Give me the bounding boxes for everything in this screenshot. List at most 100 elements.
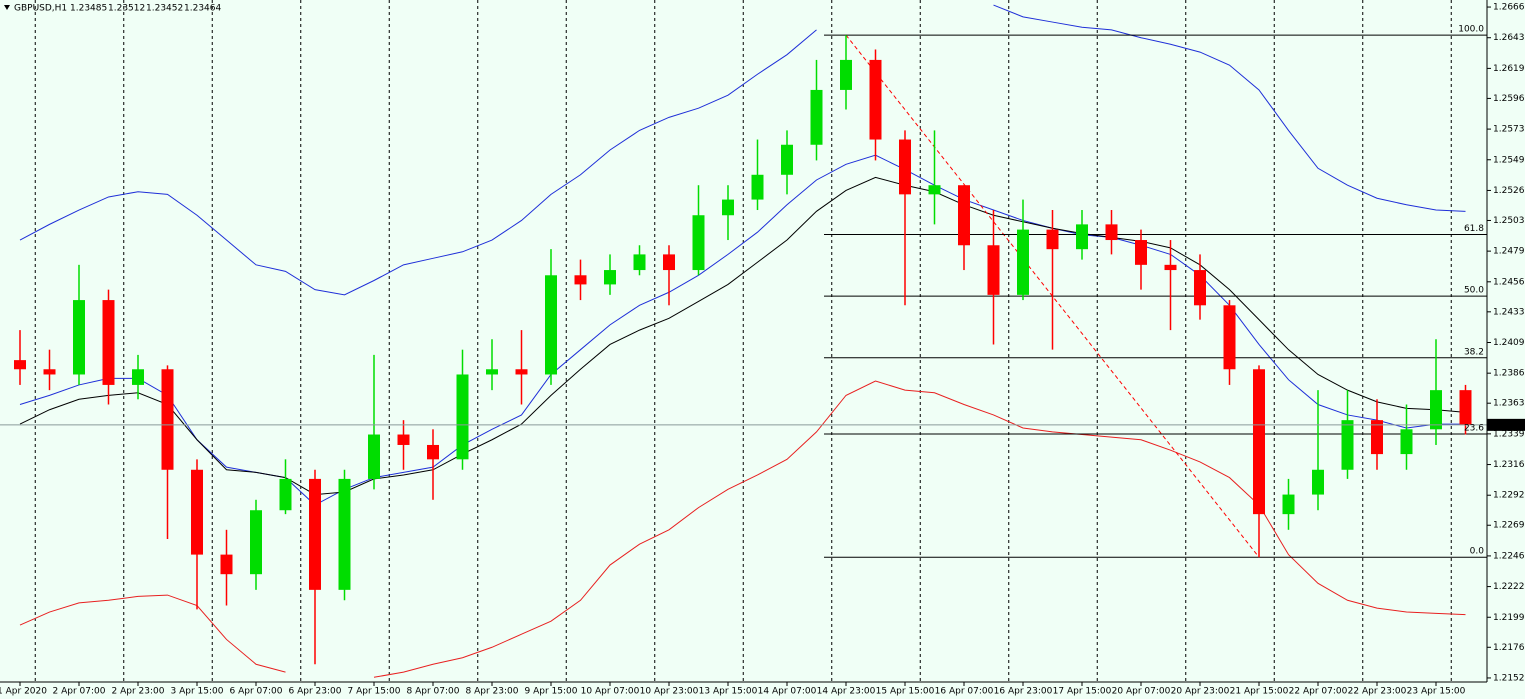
- candle-body: [574, 275, 587, 285]
- x-tick-label: 14 Apr 23:00: [817, 687, 876, 697]
- x-tick-label: 6 Apr 23:00: [289, 687, 342, 697]
- x-tick-label: 1 Apr 2020: [0, 687, 47, 697]
- y-tick-label: 1.25965: [1493, 94, 1525, 104]
- x-tick-label: 16 Apr 23:00: [994, 687, 1053, 697]
- fib-label: 38.2: [1464, 347, 1484, 357]
- fib-label: 0.0: [1470, 547, 1485, 557]
- y-tick-label: 1.23160: [1493, 460, 1525, 470]
- y-tick-label: 1.25030: [1493, 216, 1525, 226]
- candle-body: [250, 510, 262, 575]
- y-tick-label: 1.21525: [1493, 673, 1525, 683]
- candle-body: [1223, 305, 1236, 370]
- candle-body: [604, 270, 616, 285]
- candle-body: [987, 245, 1000, 295]
- x-tick-label: 15 Apr 15:00: [876, 687, 935, 697]
- x-tick-label: 3 Apr 15:00: [171, 687, 224, 697]
- candle-body: [368, 434, 380, 479]
- candle-body: [1312, 469, 1324, 495]
- y-tick-label: 1.24560: [1493, 277, 1525, 287]
- candle-body: [633, 254, 646, 271]
- candle-body: [1430, 390, 1442, 430]
- candle-body: [1017, 229, 1029, 295]
- x-tick-label: 20 Apr 23:00: [1171, 687, 1230, 697]
- y-tick-label: 1.26665: [1493, 3, 1525, 13]
- candle-body: [191, 469, 203, 555]
- y-tick-label: 1.23630: [1493, 399, 1525, 409]
- x-tick-label: 21 Apr 15:00: [1230, 687, 1289, 697]
- candle-body: [545, 275, 557, 375]
- candle-body: [1105, 224, 1118, 241]
- candle-body: [1371, 420, 1383, 455]
- candle-body: [1135, 240, 1147, 265]
- y-tick-label: 1.24330: [1493, 307, 1525, 317]
- candle-body: [1282, 494, 1295, 515]
- candle-body: [309, 478, 321, 590]
- candle-body: [1164, 264, 1177, 271]
- x-tick-label: 20 Apr 07:00: [1112, 687, 1171, 697]
- candle-body: [722, 199, 734, 216]
- chart-title: GBPUSD,H1: [14, 4, 67, 14]
- x-tick-label: 2 Apr 23:00: [112, 687, 165, 697]
- x-tick-label: 8 Apr 07:00: [407, 687, 460, 697]
- x-tick-label: 2 Apr 07:00: [53, 687, 106, 697]
- bid-box: [1487, 418, 1525, 431]
- x-tick-label: 10 Apr 07:00: [581, 687, 640, 697]
- fib-label: 23.6: [1464, 424, 1484, 434]
- header-ohlc: 1.23512: [108, 4, 145, 14]
- fib-label: 50.0: [1464, 286, 1484, 296]
- candle-body: [279, 478, 292, 511]
- y-tick-label: 1.26195: [1493, 64, 1525, 74]
- y-tick-label: 1.24795: [1493, 247, 1525, 257]
- y-tick-label: 1.26430: [1493, 33, 1525, 43]
- candle-body: [338, 478, 351, 590]
- candle-body: [43, 369, 56, 375]
- indicator-line: [19, 594, 286, 673]
- candle-body: [1400, 429, 1413, 455]
- indicator-line: [373, 380, 1466, 678]
- candle-body: [1253, 369, 1265, 515]
- x-tick-label: 10 Apr 23:00: [640, 687, 699, 697]
- candle-body: [220, 554, 233, 575]
- x-tick-label: 8 Apr 23:00: [466, 687, 519, 697]
- candle-body: [1046, 229, 1059, 250]
- y-tick-label: 1.23860: [1493, 369, 1525, 379]
- candle-body: [1076, 224, 1088, 250]
- fib-label: 100.0: [1458, 25, 1484, 35]
- candle-body: [161, 369, 174, 470]
- candle-body: [810, 89, 823, 145]
- x-tick-label: 22 Apr 07:00: [1289, 687, 1348, 697]
- menu-arrow[interactable]: [4, 5, 10, 10]
- y-tick-label: 1.22225: [1493, 582, 1525, 592]
- y-tick-label: 1.25730: [1493, 125, 1525, 135]
- header-ohlc: 1.23464: [184, 4, 221, 14]
- candle-body: [1459, 390, 1472, 425]
- fib-label: 61.8: [1464, 224, 1484, 234]
- y-tick-label: 1.22460: [1493, 551, 1525, 561]
- y-tick-label: 1.24095: [1493, 338, 1525, 348]
- x-tick-label: 13 Apr 15:00: [699, 687, 758, 697]
- header-ohlc: 1.23452: [146, 4, 183, 14]
- candle-body: [928, 185, 941, 195]
- header-ohlc: 1.23485: [70, 4, 107, 14]
- indicator-line: [19, 176, 1466, 496]
- x-tick-label: 22 Apr 23:00: [1348, 687, 1407, 697]
- candle-body: [1341, 420, 1354, 470]
- bid-label: 1.23464: [1491, 420, 1525, 430]
- y-tick-label: 1.25495: [1493, 155, 1525, 165]
- y-tick-label: 1.21990: [1493, 613, 1525, 623]
- y-tick-label: 1.22925: [1493, 491, 1525, 501]
- indicator-line: [993, 4, 1466, 212]
- y-tick-label: 1.22695: [1493, 521, 1525, 531]
- candle-body: [692, 215, 705, 271]
- candle-body: [73, 300, 85, 375]
- candle-body: [899, 139, 911, 195]
- candle-body: [781, 144, 793, 175]
- candle-body: [14, 360, 26, 370]
- x-tick-label: 23 Apr 15:00: [1407, 687, 1466, 697]
- x-tick-label: 6 Apr 07:00: [230, 687, 283, 697]
- y-tick-label: 1.23395: [1493, 429, 1525, 439]
- candle-body: [132, 369, 144, 385]
